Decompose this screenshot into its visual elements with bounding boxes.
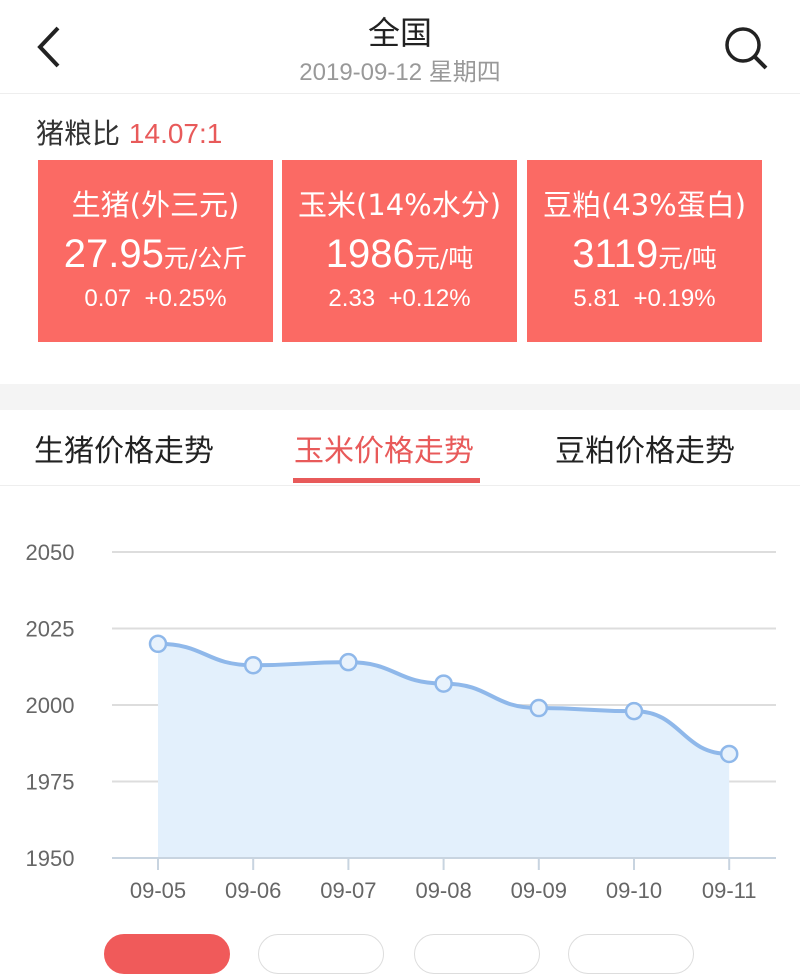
card-name: 豆粕(43%蛋白) (542, 188, 747, 222)
data-point (243, 655, 263, 675)
y-tick-label: 2050 (26, 540, 75, 565)
corn-price-chart: 1950 1975 2000 2025 2050 09-05 09-06 09-07 09-08… (26, 540, 776, 903)
chevron-left-icon[interactable] (30, 22, 70, 72)
y-tick-label: 2000 (26, 693, 75, 718)
y-tick-label: 1950 (26, 846, 75, 871)
price-card-soymeal[interactable]: 豆粕(43%蛋白) 3119元/吨 5.81 +0.19% (527, 160, 762, 342)
x-tick-label: 09-10 (606, 878, 662, 903)
ratio-value: 14.07:1 (128, 118, 223, 149)
y-tick-label: 2025 (26, 617, 75, 642)
card-change: 5.81 +0.19% (573, 285, 716, 312)
data-point (434, 674, 453, 693)
range-button-1[interactable] (104, 934, 230, 974)
card-change: 2.33 +0.12% (328, 285, 471, 312)
range-button-4[interactable] (568, 934, 694, 974)
data-point (624, 701, 644, 721)
x-tick-label: 09-11 (702, 878, 757, 903)
x-tick-label: 09-05 (130, 878, 186, 903)
price-card-corn[interactable]: 玉米(14%水分) 1986元/吨 2.33 +0.12% (282, 160, 517, 342)
x-tick-label: 09-08 (415, 878, 471, 903)
date-label: 2019-09-12 星期四 (299, 59, 501, 86)
card-price: 27.95元/公斤 (63, 232, 248, 276)
header: 全国 2019-09-12 星期四 (0, 0, 800, 94)
tab-pig-trend[interactable]: 生猪价格走势 (34, 434, 214, 469)
card-price: 3119元/吨 (572, 232, 717, 276)
card-change: 0.07 +0.25% (84, 285, 227, 312)
page-title: 全国 (367, 14, 432, 52)
data-point (719, 744, 739, 764)
y-tick-label: 1975 (26, 770, 75, 795)
ratio-label: 猪粮比 (36, 117, 121, 150)
trend-tabs: 生猪价格走势 玉米价格走势 豆粕价格走势 (0, 410, 800, 486)
x-tick-label: 09-06 (225, 878, 281, 903)
data-point (339, 652, 358, 672)
x-tick-label: 09-09 (511, 878, 567, 903)
range-button-2[interactable] (258, 934, 384, 974)
range-button-3[interactable] (414, 934, 540, 974)
pig-grain-ratio: 猪粮比 14.07:1 (36, 112, 222, 152)
price-card-pig[interactable]: 生猪(外三元) 27.95元/公斤 0.07 +0.25% (38, 160, 273, 342)
card-price: 1986元/吨 (325, 232, 474, 276)
data-point (148, 634, 168, 654)
tab-soymeal-trend[interactable]: 豆粕价格走势 (555, 434, 735, 469)
divider (0, 384, 800, 410)
card-name: 生猪(外三元) (71, 188, 240, 222)
card-name: 玉米(14%水分) (297, 188, 502, 222)
x-tick-label: 09-07 (320, 878, 376, 903)
data-point (529, 698, 549, 718)
area-fill (158, 643, 730, 858)
active-tab-indicator (293, 478, 480, 483)
tab-corn-trend[interactable]: 玉米价格走势 (294, 434, 474, 469)
search-icon[interactable] (720, 22, 770, 72)
